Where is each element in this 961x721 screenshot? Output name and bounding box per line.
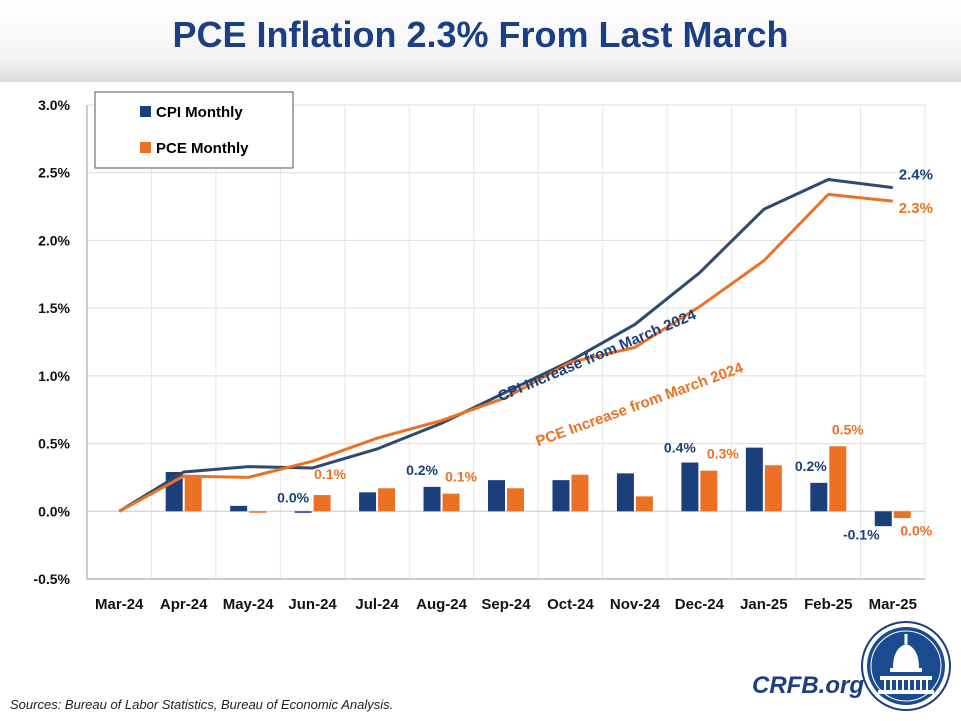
bar-data-label: 0.2%: [795, 458, 827, 474]
series-lines: [118, 177, 893, 513]
bar-data-label: 0.1%: [445, 469, 477, 485]
bar-cpi: [745, 447, 763, 512]
bar-pce: [184, 477, 202, 512]
bar-data-label: 0.0%: [900, 522, 932, 538]
bar-pce: [378, 488, 396, 512]
title-band: [0, 0, 961, 82]
bar-data-label: 0.2%: [406, 462, 438, 478]
x-tick-label: Feb-25: [804, 596, 852, 613]
legend-swatch-cpi: [140, 106, 151, 117]
bar-pce: [700, 470, 718, 512]
bar-cpi: [423, 486, 441, 512]
x-tick-label: Dec-24: [675, 596, 725, 613]
bar-pce: [249, 511, 267, 513]
bar-data-label: 0.1%: [314, 466, 346, 482]
brand-text: CRFB.org: [752, 672, 864, 699]
y-tick-label: 0.0%: [38, 503, 70, 519]
x-tick-label: Aug-24: [416, 596, 467, 613]
x-tick-label: Jul-24: [355, 596, 399, 613]
y-axis-ticks: -0.5% 0.0% 0.5% 1.0% 1.5% 2.0% 2.5% 3.0%: [33, 97, 70, 587]
page-title: PCE Inflation 2.3% From Last March: [172, 14, 789, 55]
y-tick-label: 1.0%: [38, 368, 70, 384]
y-tick-label: -0.5%: [33, 571, 70, 587]
x-tick-label: May-24: [223, 596, 275, 613]
bar-cpi: [552, 480, 570, 512]
x-axis-ticks: Mar-24 Apr-24 May-24 Jun-24 Jul-24 Aug-24 Sep-…: [95, 596, 917, 613]
bar-cpi: [681, 462, 699, 512]
bar-pce: [442, 493, 460, 512]
x-tick-label: Oct-24: [547, 596, 594, 613]
line-pce-cumulative: [118, 192, 893, 513]
x-tick-label: Nov-24: [610, 596, 661, 613]
bar-data-label: 0.3%: [707, 446, 739, 462]
grid-lines: [86, 104, 926, 580]
bar-cpi: [230, 505, 248, 512]
sources-note: Sources: Bureau of Labor Statistics, Bur…: [10, 697, 394, 712]
bar-pce: [764, 465, 782, 512]
y-tick-label: 1.5%: [38, 300, 70, 316]
bar-data-label: -0.1%: [843, 526, 880, 542]
bar-pce: [507, 488, 524, 512]
legend-label-pce: PCE Monthly: [156, 140, 249, 157]
inflation-chart: -0.5% 0.0% 0.5% 1.0% 1.5% 2.0% 2.5% 3.0% Mar-24…: [33, 91, 933, 613]
capitol-dome-seal-icon: [861, 621, 951, 711]
x-tick-label: Jun-24: [288, 596, 337, 613]
bar-pce: [635, 496, 653, 512]
bar-cpi: [359, 492, 377, 512]
bar-cpi: [488, 480, 505, 512]
x-tick-label: Mar-25: [869, 596, 917, 613]
bar-pce: [893, 511, 911, 519]
bar-data-label: 0.5%: [832, 421, 864, 437]
legend: CPI Monthly PCE Monthly: [94, 91, 294, 169]
x-tick-label: Jan-25: [740, 596, 788, 613]
bar-pce: [571, 474, 589, 512]
bar-cpi: [616, 473, 634, 512]
bar-pce: [829, 446, 847, 512]
y-tick-label: 3.0%: [38, 97, 70, 113]
bars: [165, 446, 911, 527]
line-cpi-cumulative: [118, 177, 893, 513]
y-tick-label: 2.0%: [38, 232, 70, 248]
bar-cpi: [874, 511, 892, 527]
bar-pce: [313, 495, 331, 512]
y-tick-label: 0.5%: [38, 436, 70, 452]
y-tick-label: 2.5%: [38, 165, 70, 181]
x-tick-label: Mar-24: [95, 596, 144, 613]
bar-cpi: [294, 511, 312, 513]
bar-cpi: [810, 482, 828, 512]
legend-swatch-pce: [140, 142, 151, 153]
legend-label-cpi: CPI Monthly: [156, 104, 243, 121]
bar-data-label: 0.0%: [277, 489, 309, 505]
line-end-label: 2.4%: [899, 167, 933, 184]
x-tick-label: Sep-24: [481, 596, 531, 613]
line-end-label: 2.3%: [899, 200, 933, 217]
legend-box: [94, 91, 294, 169]
bar-data-label: 0.4%: [664, 440, 696, 456]
x-tick-label: Apr-24: [160, 596, 208, 613]
